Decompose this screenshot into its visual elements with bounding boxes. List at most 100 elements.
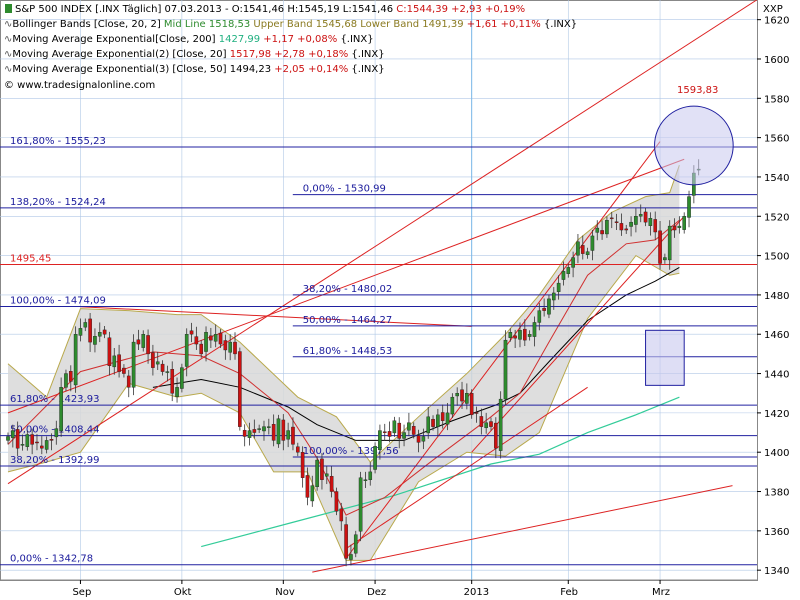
candle-body bbox=[580, 245, 585, 254]
candle-body bbox=[590, 235, 595, 251]
candle-body bbox=[165, 371, 170, 373]
candle-body bbox=[431, 418, 435, 427]
candle-body bbox=[59, 387, 63, 432]
candle-body bbox=[653, 219, 658, 233]
y-tick-label: 1540 bbox=[764, 173, 789, 184]
grid-lines bbox=[0, 0, 757, 580]
x-tick-label: Dez bbox=[367, 587, 386, 598]
candle-body bbox=[672, 225, 677, 231]
x-tick-label: Okt bbox=[174, 587, 192, 598]
ema50-change: +2,05 +0,14% bbox=[274, 64, 351, 75]
candle-body bbox=[131, 341, 136, 388]
candle-body bbox=[30, 434, 34, 445]
candle-body bbox=[547, 298, 551, 315]
fibonacci-label: 1495,45 bbox=[10, 254, 51, 265]
ema200-symbol: {.INX} bbox=[340, 34, 373, 45]
candle-body bbox=[344, 524, 348, 559]
candle-body bbox=[175, 387, 179, 397]
fibonacci-label: 100,00% - 1397,56 bbox=[303, 446, 399, 457]
candle-body bbox=[97, 332, 102, 337]
candle-body bbox=[276, 418, 281, 445]
candle-body bbox=[296, 446, 300, 453]
header-line-1: S&P 500 INDEX [.INX Täglich] 07.03.2013 … bbox=[15, 4, 525, 15]
candle-body bbox=[141, 334, 146, 348]
bollinger-mid: Mid Line 1518,53 bbox=[164, 19, 253, 30]
candle-body bbox=[204, 332, 208, 352]
candle-body bbox=[20, 444, 25, 446]
candle-body bbox=[508, 332, 513, 338]
candle-body bbox=[184, 334, 189, 367]
x-tick-label: Sep bbox=[72, 587, 91, 598]
candle-body bbox=[93, 336, 97, 345]
candle-body bbox=[474, 412, 479, 414]
candle-body bbox=[494, 422, 498, 449]
candle-body bbox=[233, 341, 237, 355]
fibonacci-label: 0,00% - 1530,99 bbox=[303, 184, 386, 195]
header-line-5: ∿Moving Average Exponential(3) [Close, 5… bbox=[4, 64, 385, 75]
trend-lines bbox=[7, 0, 757, 573]
copyright-text: © www.tradesignalonline.com bbox=[4, 80, 155, 91]
x-axis: Sep Okt Nov Dez 2013 Feb Mrz bbox=[0, 579, 757, 598]
fibonacci-label: 61,80% - 1448,53 bbox=[303, 346, 392, 357]
candle-body bbox=[551, 292, 556, 301]
candle-body bbox=[146, 335, 150, 355]
candle-body bbox=[436, 414, 440, 427]
candle-body bbox=[189, 330, 194, 335]
candle-body bbox=[257, 428, 261, 430]
y-tick-label: 1420 bbox=[764, 409, 789, 420]
bollinger-symbol: {.INX} bbox=[544, 19, 577, 30]
candle-body bbox=[315, 459, 319, 488]
candle-body bbox=[320, 458, 324, 480]
candle-body bbox=[378, 430, 382, 451]
trend-line bbox=[345, 386, 588, 549]
candle-body bbox=[49, 439, 54, 441]
candle-body bbox=[411, 426, 416, 435]
candle-body bbox=[687, 196, 691, 218]
candle-body bbox=[353, 534, 358, 554]
candle-body bbox=[624, 228, 629, 231]
x-tick-label: Feb bbox=[560, 587, 578, 598]
fibonacci-label: 50,00% - 1464,27 bbox=[303, 315, 392, 326]
candle-body bbox=[78, 328, 83, 336]
candle-body bbox=[643, 211, 648, 223]
ema50-value: 1494,23 bbox=[230, 64, 275, 75]
candle-body bbox=[523, 328, 527, 341]
candle-body bbox=[469, 393, 474, 416]
candle-body bbox=[107, 337, 112, 366]
trend-line bbox=[312, 485, 733, 573]
candle-body bbox=[561, 271, 566, 280]
candle-body bbox=[542, 308, 546, 311]
instrument-icon bbox=[5, 4, 12, 13]
fibonacci-label: 138,20% - 1524,24 bbox=[10, 197, 106, 208]
candle-body bbox=[484, 422, 488, 429]
candle-body bbox=[571, 257, 575, 268]
candle-body bbox=[600, 230, 604, 235]
candle-body bbox=[223, 340, 228, 351]
header-line-4: ∿Moving Average Exponential(2) [Close, 2… bbox=[4, 49, 385, 60]
fibonacci-label: 38,20% - 1392,99 bbox=[10, 455, 99, 466]
header-instrument: S&P 500 INDEX [.INX Täglich] 07.03.2013 … bbox=[15, 4, 396, 15]
ema50-symbol: {.INX} bbox=[351, 64, 384, 75]
candle-body bbox=[537, 310, 542, 323]
candle-body bbox=[194, 336, 199, 345]
fibonacci-label: 0,00% - 1342,78 bbox=[10, 554, 93, 565]
candle-body bbox=[667, 225, 672, 261]
candle-body bbox=[629, 221, 633, 227]
candle-body bbox=[465, 393, 469, 404]
ema20-title: Moving Average Exponential(2) [Close, 20… bbox=[12, 49, 229, 60]
y-tick-label: 1520 bbox=[764, 212, 789, 223]
header-line-2: ∿Bollinger Bands [Close, 20, 2] Mid Line… bbox=[4, 19, 577, 30]
header-line-3: ∿Moving Average Exponential[Close, 200] … bbox=[4, 34, 374, 45]
candle-body bbox=[6, 436, 10, 441]
candle-body bbox=[247, 430, 252, 438]
candle-body bbox=[518, 330, 522, 340]
candle-body bbox=[382, 431, 387, 433]
candle-body bbox=[479, 416, 484, 427]
candle-body bbox=[363, 479, 368, 481]
candle-body bbox=[213, 334, 218, 342]
drawing-shapes bbox=[645, 105, 734, 386]
candle-body bbox=[373, 446, 377, 470]
y-tick-label: 1580 bbox=[764, 94, 789, 105]
bollinger-upper: Upper Band 1545,68 bbox=[253, 19, 360, 30]
